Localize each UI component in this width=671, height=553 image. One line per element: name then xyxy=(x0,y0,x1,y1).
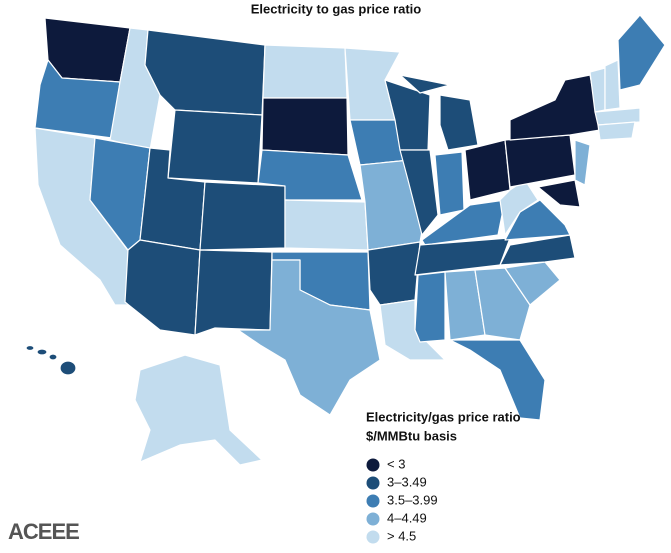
state xyxy=(134,354,263,466)
legend-label: < 3 xyxy=(387,456,405,471)
state xyxy=(399,149,439,236)
state xyxy=(464,139,511,201)
state xyxy=(597,121,636,141)
state xyxy=(434,151,465,216)
state xyxy=(199,181,286,251)
state xyxy=(504,261,561,306)
state xyxy=(379,299,446,361)
state xyxy=(537,179,581,208)
legend-label: 3–3.49 xyxy=(387,474,427,489)
state xyxy=(594,107,641,126)
state xyxy=(144,29,266,116)
state xyxy=(604,59,621,111)
state xyxy=(504,134,576,188)
state xyxy=(474,267,531,341)
state xyxy=(399,74,451,94)
state xyxy=(617,14,666,91)
map-title: Electricity to gas price ratio xyxy=(251,1,422,16)
state xyxy=(509,74,601,141)
state xyxy=(261,97,349,156)
state xyxy=(167,109,263,184)
state xyxy=(25,344,35,352)
logo: ACEEE xyxy=(8,519,79,544)
legend-swatch xyxy=(366,512,380,526)
states xyxy=(25,14,666,466)
legend-swatch xyxy=(366,530,380,544)
state xyxy=(414,271,446,343)
state xyxy=(449,339,546,421)
legend-swatch xyxy=(366,494,380,508)
state xyxy=(59,360,77,376)
legend: < 3 3–3.49 3.5–3.99 4–4.49 > 4.5 xyxy=(366,456,438,544)
legend-swatch xyxy=(366,476,380,490)
state xyxy=(499,179,539,236)
state xyxy=(194,249,273,336)
legend-subtitle: $/MMBtu basis xyxy=(366,428,457,443)
state xyxy=(284,199,369,251)
state xyxy=(124,239,201,336)
state xyxy=(499,234,576,266)
legend-label: > 4.5 xyxy=(387,528,416,543)
state xyxy=(439,94,479,151)
state xyxy=(262,44,348,99)
state xyxy=(48,353,58,361)
state xyxy=(574,139,591,186)
legend-label: 4–4.49 xyxy=(387,510,427,525)
legend-title: Electricity/gas price ratio xyxy=(366,409,521,424)
state xyxy=(237,259,381,416)
legend-label: 3.5–3.99 xyxy=(387,492,438,507)
state xyxy=(36,348,48,356)
legend-swatch xyxy=(366,458,380,472)
state xyxy=(367,241,421,306)
